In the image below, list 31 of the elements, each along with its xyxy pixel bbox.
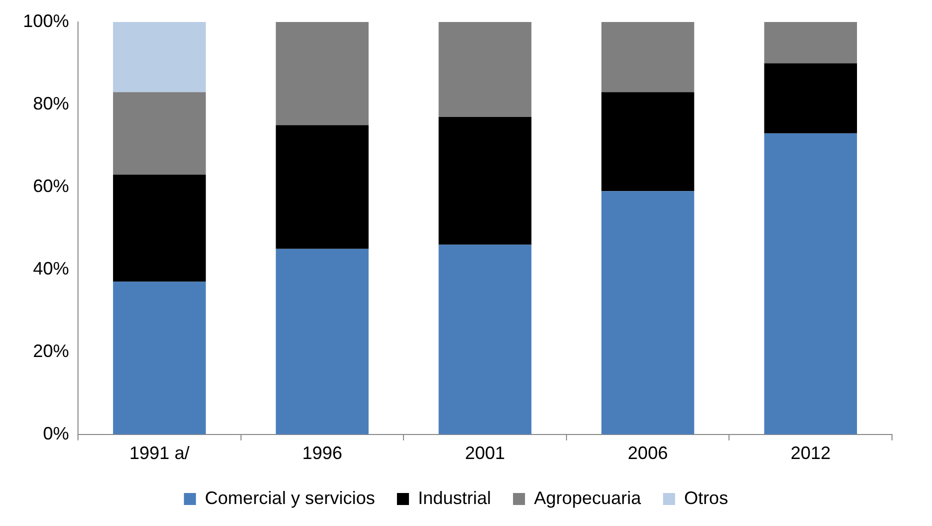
legend-label: Otros (684, 488, 728, 508)
bar (601, 22, 694, 92)
bar (113, 22, 206, 92)
x-tick-label: 1991 a/ (129, 443, 190, 464)
bar (438, 244, 532, 434)
bar (764, 22, 857, 64)
bar (438, 22, 532, 117)
bar (276, 22, 369, 126)
bar (113, 282, 206, 434)
legend-label: Comercial y servicios (204, 488, 375, 508)
bar (601, 92, 694, 192)
bar (113, 174, 206, 282)
y-tick-label: 100% (22, 10, 70, 31)
y-tick-label: 0% (43, 423, 70, 444)
bar (276, 125, 369, 249)
bar (601, 191, 694, 434)
y-tick-label: 40% (33, 258, 70, 278)
bar (438, 116, 532, 245)
y-tick-label: 60% (33, 176, 70, 196)
y-tick-label: 20% (33, 340, 70, 361)
x-tick-label: 2012 (790, 443, 831, 464)
y-tick-label: 80% (33, 93, 70, 114)
x-tick-label: 1996 (302, 443, 342, 464)
legend-label: Agropecuaria (534, 488, 642, 508)
legend-label: Industrial (418, 488, 492, 508)
x-tick-label: 2001 (464, 443, 506, 464)
bar (764, 133, 857, 434)
bar (764, 63, 857, 134)
x-tick-label: 2006 (628, 443, 668, 464)
bar (276, 248, 369, 434)
bar (113, 92, 206, 175)
